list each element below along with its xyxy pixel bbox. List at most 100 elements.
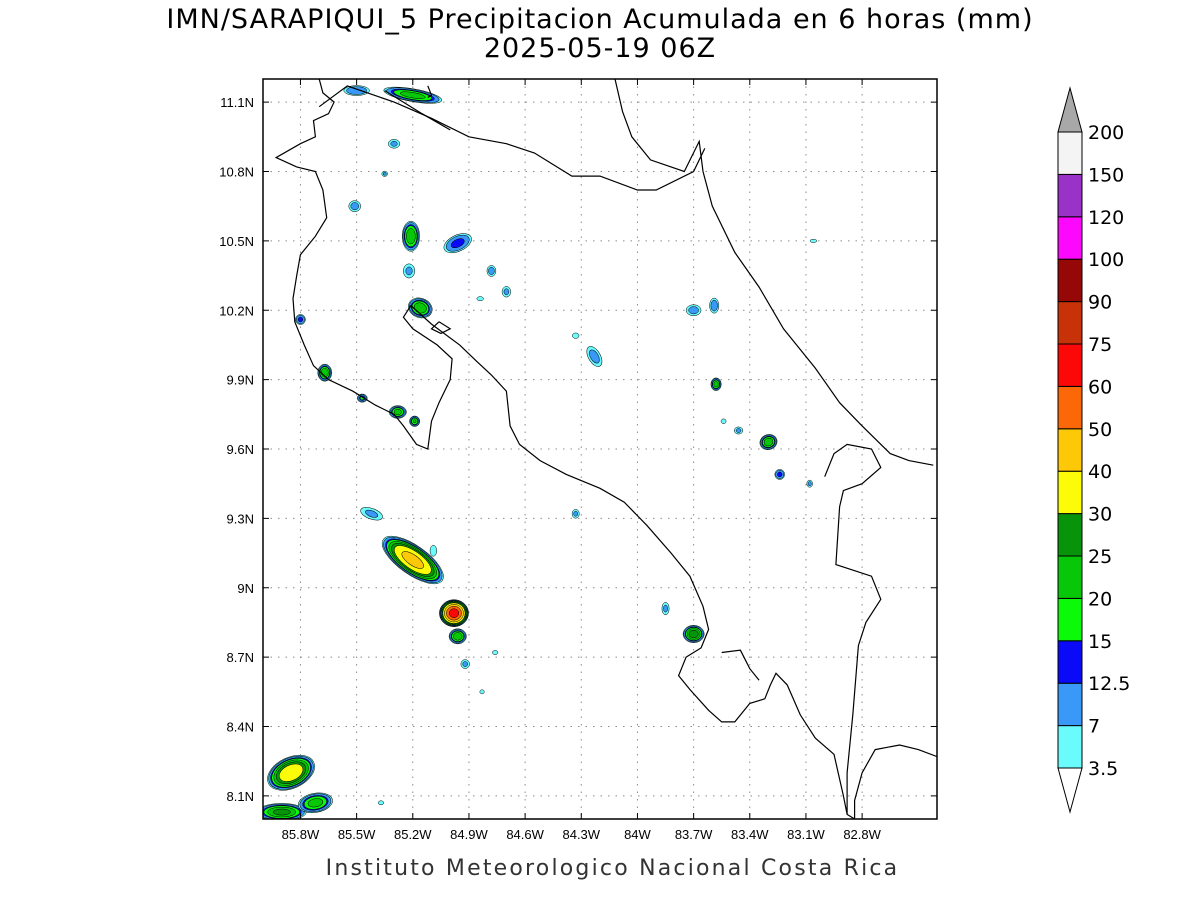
precip-contour	[400, 91, 426, 99]
precip-contour	[492, 650, 499, 655]
colorbar-swatch	[1057, 385, 1083, 430]
colorbar-swatch	[1057, 555, 1083, 599]
colorbar-level-label: 3.5	[1088, 758, 1118, 780]
precip-contour	[346, 86, 368, 95]
panama-border	[824, 443, 882, 815]
colorbar-level-label: 20	[1088, 588, 1112, 610]
colorbar-level-label: 50	[1088, 419, 1112, 441]
precip-contour	[350, 202, 359, 211]
colorbar-swatch	[1057, 131, 1083, 175]
colorbar-swatch	[1057, 470, 1083, 515]
precip-contour	[479, 689, 485, 695]
plot-frame	[262, 78, 938, 820]
colorbar-swatch	[1057, 513, 1083, 557]
precip-cell	[360, 507, 383, 521]
lat-tick-label: 9.9N	[227, 373, 254, 388]
precip-contour	[462, 661, 468, 667]
colorbar-level-label: 150	[1088, 164, 1124, 186]
colorbar-over-arrow	[1057, 86, 1083, 133]
precip-cell	[806, 479, 813, 488]
precip-contour	[573, 510, 578, 517]
precip-cell	[479, 689, 485, 695]
lat-tick-label: 10.2N	[219, 303, 254, 318]
precip-cell	[409, 415, 421, 427]
colorbar-level-label: 200	[1088, 122, 1124, 144]
colorbar-level-label: 15	[1088, 631, 1112, 653]
precip-contour	[405, 266, 413, 276]
precip-contour	[572, 332, 580, 339]
precip-contour	[429, 545, 437, 557]
precip-cell	[710, 377, 722, 391]
colorbar-swatch	[1057, 258, 1083, 303]
color-bar: 3.5 7 12.5 15 20 25 30 40 50 60 75 90 100 120 150 200	[1057, 86, 1130, 814]
precip-contour	[476, 296, 484, 301]
precip-cell	[343, 85, 370, 96]
lon-tick-label: 85.8W	[282, 827, 320, 842]
precip-contour	[589, 349, 600, 364]
colorbar-swatch	[1057, 597, 1083, 642]
lon-tick-label: 85.2W	[394, 827, 432, 842]
precip-contour	[377, 800, 384, 806]
lon-tick-label: 84.3W	[562, 827, 600, 842]
precip-cell	[317, 363, 332, 382]
lon-tick-label: 83.1W	[787, 827, 825, 842]
precip-contour	[503, 288, 510, 296]
colorbar-swatch	[1057, 343, 1083, 387]
precip-cell	[298, 792, 333, 813]
precip-cell	[586, 346, 603, 367]
precip-cell	[403, 263, 416, 279]
precip-cell	[295, 314, 306, 325]
precip-contour	[663, 604, 668, 613]
colorbar-swatch	[1057, 428, 1083, 472]
colorbar-level-label: 75	[1088, 334, 1112, 356]
map-subtitle: 2025-05-19 06Z	[483, 33, 717, 64]
precip-contour	[406, 228, 416, 245]
precip-contour	[382, 172, 387, 176]
colorbar-swatch	[1057, 216, 1083, 260]
lat-lon-grid	[263, 79, 937, 819]
precip-contour	[401, 551, 424, 569]
precip-cell	[572, 332, 580, 339]
precip-contour	[452, 632, 463, 641]
lat-tick-label: 8.4N	[227, 720, 254, 735]
colorbar-level-label: 60	[1088, 376, 1112, 398]
coastline-borders	[274, 79, 937, 819]
precip-cell	[377, 800, 384, 806]
precip-contour	[713, 381, 719, 388]
precip-cell	[388, 405, 407, 419]
island-outline	[427, 85, 433, 99]
precipitation-field	[263, 85, 818, 819]
precip-contour	[688, 306, 699, 315]
lon-tick-label: 83.4W	[731, 827, 769, 842]
precip-cell	[401, 220, 420, 252]
precip-cell	[571, 509, 580, 519]
precip-cell	[383, 86, 442, 104]
footer-credit: Instituto Meteorologico Nacional Costa R…	[325, 856, 900, 881]
precip-cell	[809, 238, 818, 243]
precip-cell	[439, 599, 469, 627]
colorbar-swatch	[1057, 173, 1083, 218]
precip-cell	[709, 297, 720, 314]
lon-tick-label: 84W	[624, 827, 651, 842]
lon-tick-label: 84.9W	[450, 827, 488, 842]
precip-contour	[763, 437, 774, 447]
lon-tick-label: 83.7W	[675, 827, 713, 842]
pacific-coastline	[274, 79, 937, 819]
precip-contour	[448, 608, 460, 618]
precip-contour	[365, 509, 379, 518]
precip-contour	[390, 140, 398, 147]
precip-contour	[720, 418, 727, 424]
precip-cell	[759, 434, 778, 450]
precip-contour	[279, 763, 304, 782]
golfo-dulce-coast	[721, 649, 760, 681]
colorbar-swatch	[1057, 725, 1083, 769]
lat-tick-label: 10.8N	[219, 165, 254, 180]
precip-contour	[450, 238, 465, 249]
precip-cell	[388, 139, 401, 149]
colorbar-level-label: 25	[1088, 546, 1112, 568]
colorbar-level-label: 120	[1088, 207, 1124, 229]
lake-nicaragua-shore	[384, 90, 451, 131]
precip-contour	[307, 798, 324, 808]
colorbar-level-label: 100	[1088, 249, 1124, 271]
